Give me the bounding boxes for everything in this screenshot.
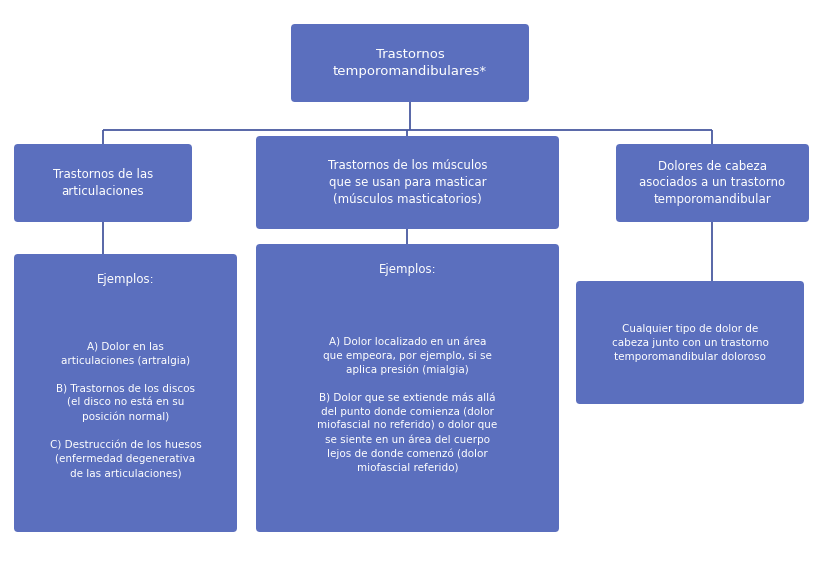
FancyBboxPatch shape — [14, 144, 192, 222]
FancyBboxPatch shape — [256, 244, 559, 532]
Text: Dolores de cabeza
asociados a un trastorno
temporomandibular: Dolores de cabeza asociados a un trastor… — [639, 159, 785, 206]
Text: Trastornos de los músculos
que se usan para masticar
(músculos masticatorios): Trastornos de los músculos que se usan p… — [328, 159, 488, 206]
FancyBboxPatch shape — [291, 24, 529, 102]
Text: Trastornos
temporomandibulares*: Trastornos temporomandibulares* — [333, 48, 487, 78]
FancyBboxPatch shape — [14, 254, 237, 532]
Text: A) Dolor en las
articulaciones (artralgia)

B) Trastornos de los discos
(el disc: A) Dolor en las articulaciones (artralgi… — [50, 342, 201, 479]
FancyBboxPatch shape — [256, 136, 559, 229]
FancyBboxPatch shape — [576, 281, 804, 404]
Text: Trastornos de las
articulaciones: Trastornos de las articulaciones — [53, 168, 153, 198]
Text: A) Dolor localizado en un área
que empeora, por ejemplo, si se
aplica presión (m: A) Dolor localizado en un área que empeo… — [318, 337, 497, 473]
Text: Ejemplos:: Ejemplos: — [379, 263, 436, 276]
Text: Ejemplos:: Ejemplos: — [97, 273, 154, 286]
FancyBboxPatch shape — [616, 144, 809, 222]
Text: Cualquier tipo de dolor de
cabeza junto con un trastorno
temporomandibular dolor: Cualquier tipo de dolor de cabeza junto … — [611, 324, 768, 362]
